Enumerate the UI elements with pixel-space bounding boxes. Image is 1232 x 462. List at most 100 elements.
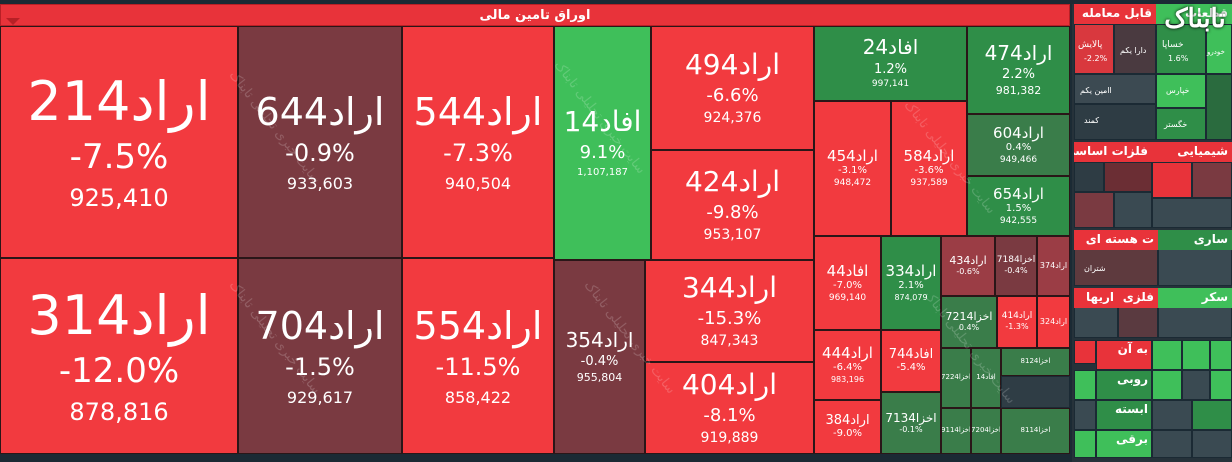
tile-arad444[interactable]: اراد444 -6.4% 983,196 [814,330,881,400]
tile-akhza7184[interactable]: اخزا7184 -0.4% [995,236,1037,296]
tile-change: -0.4% [580,354,619,370]
tile-arad314[interactable]: اراد314 -12.0% 878,816 [0,258,238,454]
tile-afad24[interactable]: افاد24 1.2% 997,141 [814,26,967,101]
tile-arad414[interactable]: اراد414 -1.3% [997,296,1037,348]
tile-afad14-small[interactable]: افاد14 [971,348,1001,408]
tile-arad374[interactable]: اراد374 [1037,236,1070,296]
mini-cell[interactable] [1182,340,1210,370]
group-header[interactable]: اوراق تامین مالی [0,4,1070,26]
mini-cell[interactable] [1152,430,1192,458]
mini-cell[interactable] [1156,74,1206,108]
mini-cell[interactable] [1156,108,1206,140]
sector-block[interactable] [1096,430,1152,458]
mini-cell[interactable] [1114,24,1156,74]
tile-name: اخزا7184 [996,255,1036,266]
sector-title[interactable]: فلزی [1118,288,1158,308]
mini-cell[interactable] [1182,370,1210,400]
tile-arad474[interactable]: اراد474 2.2% 981,382 [967,26,1070,114]
mini-cell[interactable] [1074,192,1114,228]
tile-akhza9114[interactable]: اخزا9114 [941,408,971,454]
mini-cell[interactable] [1206,24,1232,74]
sector-title[interactable]: قابل معامله [1074,4,1156,24]
tile-name: اراد604 [993,123,1044,142]
sector-title[interactable]: فلزات اساسی [1074,142,1152,162]
tile-arad584[interactable]: اراد584 -3.6% 937,589 [891,101,967,236]
mini-cell[interactable] [1074,162,1104,192]
tile-change: 2.1% [898,280,924,292]
tile-name: اراد384 [825,413,870,429]
mini-cell[interactable] [1152,198,1232,228]
tile-arad554[interactable]: اراد554 -11.5% 858,422 [402,258,554,454]
tile-value: 940,504 [444,173,512,193]
tile-akhza7224[interactable]: اخزا7224 [941,348,971,408]
tile-arad604[interactable]: اراد604 0.4% 949,466 [967,114,1070,176]
mini-cell[interactable] [1074,370,1096,400]
tile-arad544[interactable]: اراد544 -7.3% 940,504 [402,26,554,258]
mini-cell[interactable] [1074,430,1096,458]
sector-title[interactable]: ابسته [1114,402,1148,416]
tile-value: 929,617 [286,387,354,407]
mini-cell[interactable] [1192,162,1232,198]
sector-title[interactable]: به آن [1117,342,1148,356]
mini-cell[interactable] [1152,370,1182,400]
tile-akhza7204[interactable]: اخزا7204 [971,408,1001,454]
tile-akhza7134[interactable]: اخزا7134 -0.1% [881,392,941,454]
mini-cell[interactable] [1104,162,1152,192]
sector-block[interactable] [1096,370,1152,400]
sector-block[interactable] [1096,400,1152,430]
mini-cell[interactable] [1074,74,1156,104]
mini-label: خپارس [1166,86,1190,95]
tile-arad344[interactable]: اراد344 -15.3% 847,343 [645,260,814,362]
sector-title[interactable]: قطعات [1156,4,1232,24]
mini-cell[interactable] [1192,400,1232,430]
mini-label: خساپا [1162,40,1184,50]
tile-arad404[interactable]: اراد404 -8.1% 919,889 [645,362,814,454]
tile-arad434[interactable]: اراد434 -0.6% [941,236,995,296]
mini-cell[interactable] [1074,24,1114,74]
sector-title[interactable]: سکر [1158,288,1232,308]
tile-afad14[interactable]: افاد14 9.1% 1,107,187 [554,26,651,260]
sector-title[interactable]: ساری [1158,230,1232,250]
mini-cell[interactable] [1074,340,1096,364]
sector-title[interactable]: برقی [1116,432,1148,446]
tile-akhza8124[interactable]: اخزا8124 [1001,348,1070,376]
tile-change: 0.4% [958,323,980,333]
tile-arad384[interactable]: اراد384 -9.0% [814,400,881,454]
tile-arad704[interactable]: اراد704 -1.5% 929,617 [238,258,402,454]
mini-cell[interactable] [1074,400,1096,430]
mini-cell[interactable] [1210,370,1232,400]
tile-akhza8114[interactable]: اخزا8114 [1001,408,1070,454]
mini-cell[interactable] [1152,400,1192,430]
tile-change: -1.5% [285,352,355,381]
mini-cell[interactable] [1114,192,1152,228]
mini-cell[interactable] [1192,430,1232,458]
tile-value: 1,107,187 [577,167,628,179]
sector-title[interactable]: شیمیایی [1152,142,1232,162]
tile-change: -0.6% [956,267,980,277]
sector-block[interactable] [1096,340,1152,370]
mini-cell[interactable] [1152,340,1182,370]
tile-afad44[interactable]: افاد44 -7.0% 969,140 [814,236,881,330]
mini-cell[interactable] [1156,24,1206,74]
mini-cell[interactable] [1074,104,1156,140]
tile-arad644[interactable]: اراد644 -0.9% 933,603 [238,26,402,258]
tile-filler[interactable] [1001,376,1070,408]
tile-name: اخزا8124 [1020,357,1051,366]
group-header-title: اوراق تامین مالی [479,7,591,23]
tile-arad494[interactable]: اراد494 -6.6% 924,376 [651,26,814,150]
tile-arad324[interactable]: اراد324 [1037,296,1070,348]
sector-title[interactable]: ت هسته ای [1074,230,1158,250]
tile-arad654[interactable]: اراد654 1.5% 942,555 [967,176,1070,236]
tile-arad424[interactable]: اراد424 -9.8% 953,107 [651,150,814,260]
tile-arad214[interactable]: اراد214 -7.5% 925,410 [0,26,238,258]
mini-cell[interactable] [1152,162,1192,198]
tile-arad334[interactable]: اراد334 2.1% 874,079 [881,236,941,330]
sector-title[interactable]: اریها [1074,288,1118,308]
tile-akhza7214[interactable]: اخزا7214 0.4% [941,296,997,348]
mini-cell[interactable] [1210,340,1232,370]
mini-cell[interactable] [1206,74,1232,140]
sector-title[interactable]: روبی [1116,372,1148,386]
tile-arad454[interactable]: اراد454 -3.1% 948,472 [814,101,891,236]
tile-arad354[interactable]: اراد354 -0.4% 955,804 [554,260,645,454]
tile-afad744[interactable]: افاد744 -5.4% [881,330,941,392]
